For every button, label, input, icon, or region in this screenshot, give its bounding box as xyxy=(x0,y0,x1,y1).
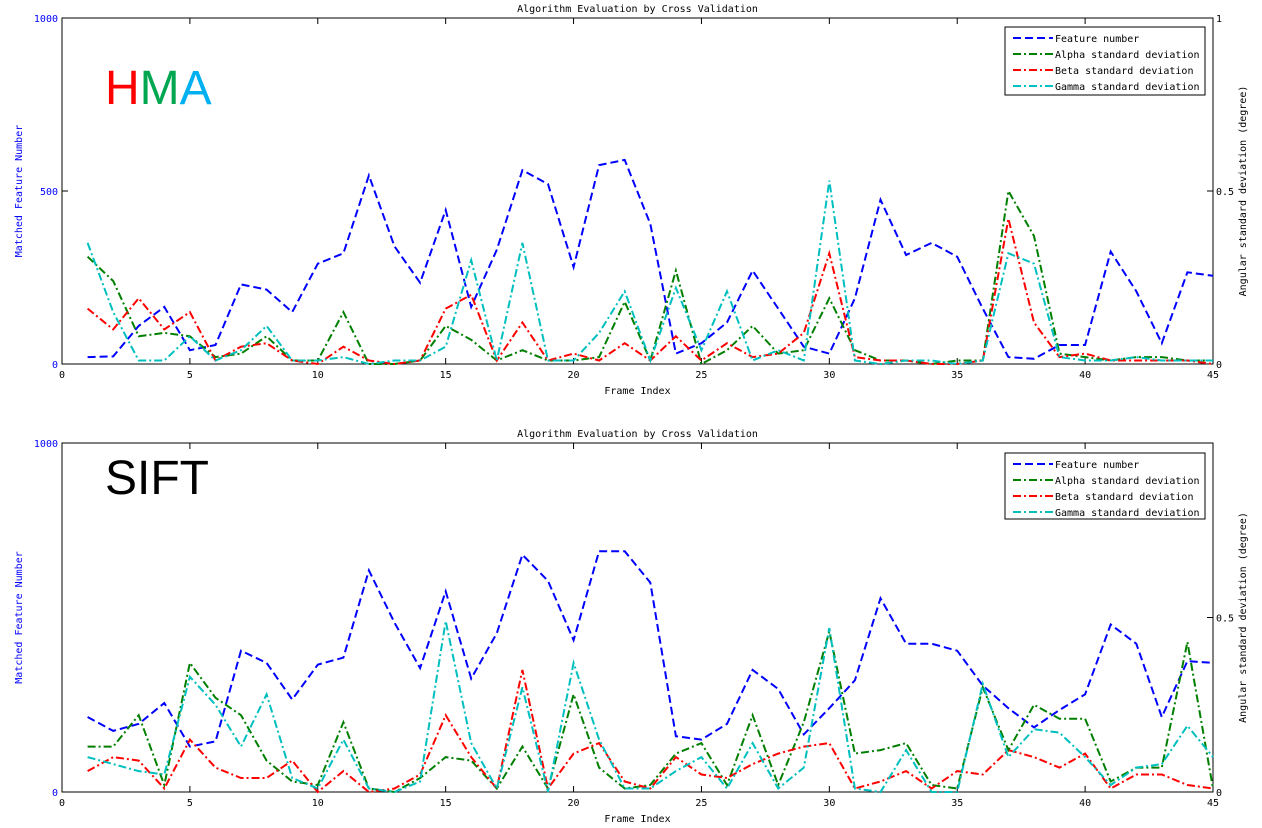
y-right-tick-label: 0.5 xyxy=(1216,187,1234,198)
panel-label-part-2: M xyxy=(140,62,180,115)
x-tick-label: 15 xyxy=(440,798,452,809)
legend: Feature number Alpha standard deviation Be… xyxy=(1004,452,1206,520)
chart-title: Algorithm Evaluation by Cross Validation xyxy=(517,429,758,440)
legend-label-4: Gamma standard deviation xyxy=(1055,508,1200,519)
series-line-4 xyxy=(86,180,1213,366)
x-tick-label: 0 xyxy=(59,798,65,809)
x-tick-label: 35 xyxy=(951,798,963,809)
y-left-axis-label: Matched Feature Number xyxy=(14,551,25,683)
chart-panel-2: Algorithm Evaluation by Cross Validation… xyxy=(14,429,1249,825)
chart-title: Algorithm Evaluation by Cross Validation xyxy=(517,4,758,15)
y-right-tick-label: 0 xyxy=(1216,360,1222,371)
x-tick-label: 20 xyxy=(568,798,580,809)
x-tick-label: 20 xyxy=(568,370,580,381)
x-tick-label: 25 xyxy=(695,370,707,381)
y-left-tick-label: 1000 xyxy=(34,439,58,450)
x-tick-label: 15 xyxy=(440,370,452,381)
legend-label-4: Gamma standard deviation xyxy=(1055,82,1200,93)
x-tick-label: 10 xyxy=(312,798,324,809)
y-left-tick-label: 1000 xyxy=(34,14,58,25)
legend: Feature number Alpha standard deviation Be… xyxy=(1004,26,1206,96)
y-left-tick-label: 500 xyxy=(40,187,58,198)
x-tick-label: 30 xyxy=(823,370,835,381)
panel-label-part-1: SIFT xyxy=(105,452,209,505)
panel-label-part-3: A xyxy=(180,62,212,115)
x-tick-label: 45 xyxy=(1207,370,1219,381)
legend-label-3: Beta standard deviation xyxy=(1055,492,1193,503)
y-left-tick-label: 0 xyxy=(52,360,58,371)
x-tick-label: 5 xyxy=(187,370,193,381)
x-tick-label: 5 xyxy=(187,798,193,809)
legend-label-2: Alpha standard deviation xyxy=(1055,50,1200,61)
legend-label-2: Alpha standard deviation xyxy=(1055,476,1200,487)
x-tick-label: 40 xyxy=(1079,798,1091,809)
y-right-tick-label: 0.5 xyxy=(1216,614,1234,625)
chart-panel-1: Algorithm Evaluation by Cross Validation… xyxy=(14,4,1249,397)
panel-label-part-1: H xyxy=(105,62,140,115)
y-left-axis-label: Matched Feature Number xyxy=(14,125,25,257)
series-line-2 xyxy=(87,631,1214,794)
x-axis-label: Frame Index xyxy=(604,386,670,397)
legend-label-1: Feature number xyxy=(1055,34,1139,45)
legend-label-3: Beta standard deviation xyxy=(1055,66,1193,77)
y-right-tick-label: 0 xyxy=(1216,788,1222,799)
series-line-4 xyxy=(87,620,1214,794)
y-right-tick-label: 1 xyxy=(1216,14,1222,25)
x-axis-label: Frame Index xyxy=(604,814,670,825)
y-left-tick-label: 0 xyxy=(52,788,58,799)
x-tick-label: 40 xyxy=(1079,370,1091,381)
panel-label: SIFT xyxy=(105,452,209,505)
series-line-3 xyxy=(87,669,1214,794)
series-line-2 xyxy=(86,187,1213,366)
y-right-axis-label: Angular standard deviation (degree) xyxy=(1238,86,1249,297)
x-tick-label: 0 xyxy=(59,370,65,381)
x-tick-label: 45 xyxy=(1207,798,1219,809)
x-tick-label: 10 xyxy=(312,370,324,381)
series-line-1 xyxy=(87,158,1214,360)
x-tick-label: 35 xyxy=(951,370,963,381)
panel-label: HMA xyxy=(105,62,212,115)
y-right-axis-label: Angular standard deviation (degree) xyxy=(1238,512,1249,723)
x-tick-label: 25 xyxy=(695,798,707,809)
legend-label-1: Feature number xyxy=(1055,460,1139,471)
x-tick-label: 30 xyxy=(823,798,835,809)
